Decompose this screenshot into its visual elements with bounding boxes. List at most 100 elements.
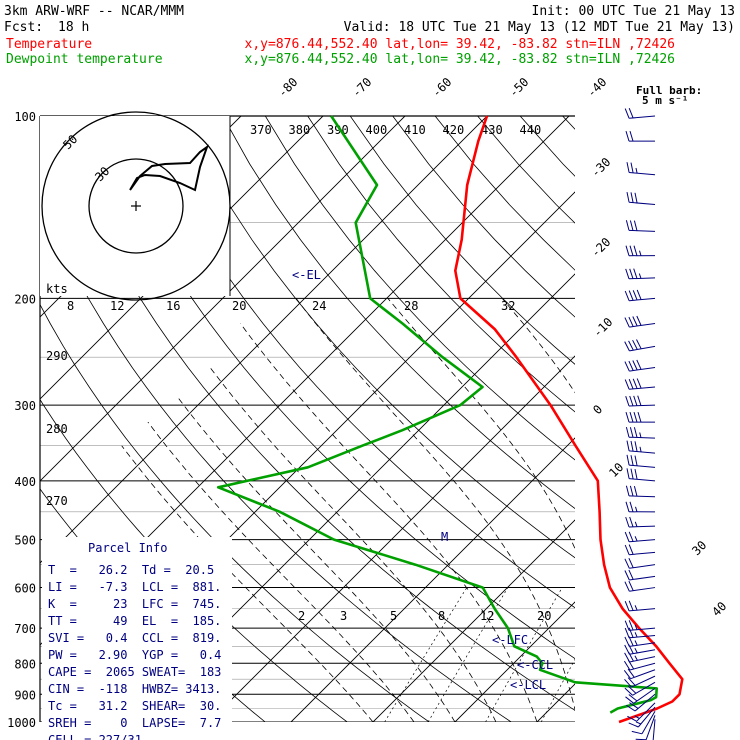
wind-barb-930: [627, 702, 656, 722]
wind-barb-full: [628, 569, 634, 580]
wind-barb-staff: [629, 450, 656, 454]
wind-barb-full: [628, 722, 639, 728]
dry-adiabat-380: [434, 116, 575, 271]
wind-barb-full: [626, 454, 630, 466]
lcl-marker: <-LCL: [510, 678, 546, 692]
wind-barb-full: [629, 395, 634, 407]
pressure-label-600: 600: [14, 582, 36, 596]
wind-barb-125: [626, 162, 656, 176]
wind-barb-full: [627, 677, 636, 686]
isotherm-30: [701, 116, 740, 722]
wind-barb-full: [632, 378, 638, 389]
wind-barb-full: [624, 108, 630, 119]
mixing-ratio-label-5: 5: [390, 609, 397, 623]
moist-adiabat-0: [176, 395, 456, 722]
theta-label-420: 420: [443, 123, 465, 137]
wind-barb-full: [628, 544, 634, 555]
isotherm--30: [208, 355, 575, 722]
isotherm-label--10: -10: [590, 315, 615, 340]
theta-left-label-290: 290: [46, 349, 68, 363]
wind-barb-full: [628, 290, 634, 301]
wind-barb-full: [627, 668, 635, 678]
wind-barb-half: [639, 250, 642, 256]
wind-barb-full: [625, 516, 630, 528]
isotherm-label-30: 30: [689, 538, 709, 558]
wind-barb-staff: [636, 702, 656, 722]
parcel-info-row: SVI = 0.4 CCL = 819.: [48, 631, 221, 645]
temperature-line: [454, 115, 684, 724]
wind-barb-full: [632, 339, 638, 350]
pressure-label-400: 400: [14, 475, 36, 489]
wind-barb-staff: [629, 115, 656, 119]
wind-barb-300: [625, 395, 656, 407]
wind-barb-960: [631, 711, 656, 735]
wind-barb-full: [624, 361, 630, 372]
isotherm-label--60: -60: [429, 75, 454, 100]
moist-adiabat-20: [387, 298, 575, 550]
moist-adiabat--10: [121, 445, 374, 722]
dewpoint-legend-info: x,y=876.44,552.40 lat,lon= 39.42, -83.82…: [245, 52, 675, 67]
isotherm--20: [290, 437, 575, 722]
wind-barb-full: [630, 455, 634, 466]
wind-barb-720: [624, 627, 656, 639]
wind-barb-full: [629, 220, 634, 231]
wind-barb-550: [624, 557, 656, 569]
isotherm-label--40: -40: [584, 75, 609, 100]
wind-barb-700: [624, 620, 656, 631]
el-marker: <-EL: [292, 268, 321, 282]
parcel-info-panel: Parcel Info T = 26.2 Td = 20.5 LI = -7.3 …: [42, 537, 232, 740]
wind-barb-full: [624, 644, 630, 655]
speed-label-16: 16: [166, 299, 180, 313]
wind-barb-full: [624, 341, 630, 352]
wind-barb-staff: [629, 551, 656, 556]
wind-barb-650: [624, 600, 656, 612]
wind-barb-full: [624, 317, 630, 328]
wind-barb-full: [633, 395, 638, 406]
hodograph-ring-inner: [88, 158, 184, 254]
wind-barb-500: [624, 531, 656, 543]
wind-barb-full: [623, 669, 631, 680]
wind-barb-full: [632, 360, 638, 371]
parcel-info-title: Parcel Info: [88, 541, 167, 555]
wind-barb-staff: [628, 404, 656, 407]
wind-barb-staff: [631, 675, 656, 688]
isotherm-0: [454, 601, 575, 722]
wind-barb-full: [626, 468, 630, 479]
wind-barb-full: [628, 627, 634, 638]
wind-barb-450: [625, 501, 656, 513]
wind-barb-staff: [629, 201, 656, 206]
wind-barb-full: [625, 501, 630, 512]
wind-barb-full: [624, 581, 630, 592]
forecast-hour: 18 h: [58, 20, 89, 35]
wind-barb-full: [624, 678, 632, 688]
wind-barb-full: [628, 557, 634, 568]
wind-barb-staff: [628, 525, 656, 528]
wind-barb-full: [629, 516, 634, 527]
theta-label-410: 410: [404, 123, 426, 137]
wind-barb-380: [626, 454, 656, 468]
wind-barb-full: [624, 620, 630, 631]
dry-adiabat-330: [222, 116, 575, 510]
wind-barb-staff: [629, 539, 656, 543]
sounding-series: [216, 115, 684, 724]
wind-barb-half: [634, 536, 638, 542]
wind-barb-full: [633, 220, 638, 231]
dry-adiabat-370: [392, 116, 575, 318]
wind-barb-full: [624, 379, 630, 390]
parcel-info-row: LI = -7.3 LCL = 881.: [48, 580, 221, 594]
parcel-info-row: T = 26.2 Td = 20.5: [48, 563, 214, 577]
wind-barb-360: [626, 440, 656, 454]
wind-barb-staff: [634, 693, 656, 712]
wind-barb-880: [625, 687, 656, 704]
wind-barb-full: [629, 485, 634, 497]
wind-barb-full: [629, 702, 639, 709]
wind-barb-945: [628, 706, 656, 728]
mixing-ratio-label-8: 8: [438, 609, 445, 623]
wind-barb-staff: [629, 642, 656, 647]
wind-barb-full: [634, 455, 638, 466]
wind-barb-legend: Full barb:: [636, 84, 702, 97]
parcel-info-row: CAPE = 2065 SWEAT= 183: [48, 665, 221, 679]
wind-barb-full: [630, 440, 634, 452]
wind-barb-staff: [629, 297, 656, 302]
